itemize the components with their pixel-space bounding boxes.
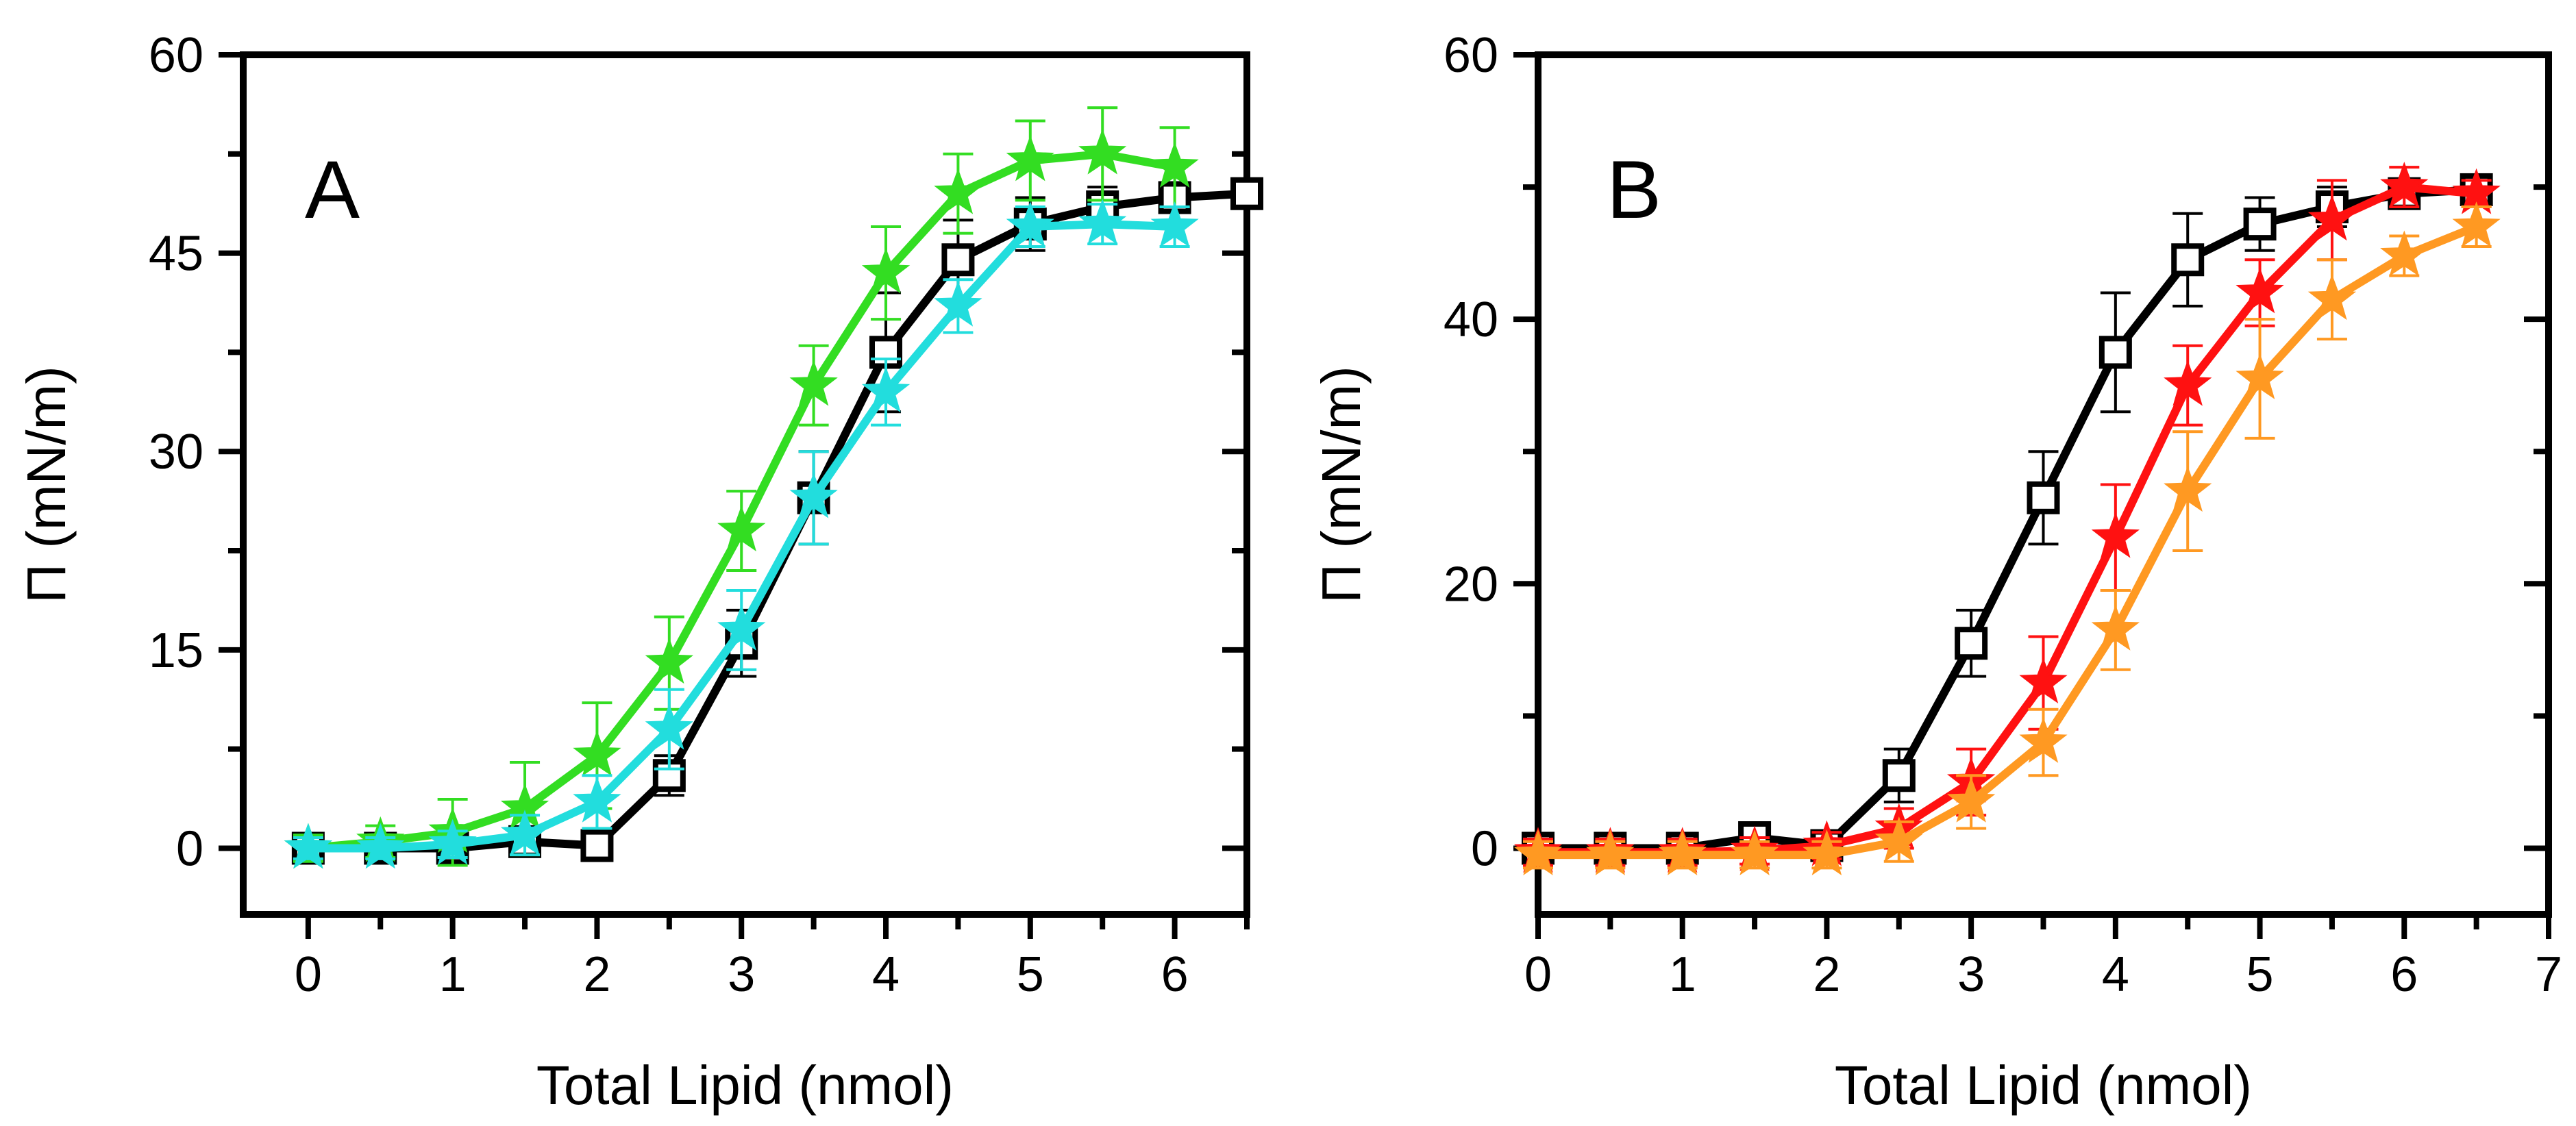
series-orange-stars: [1513, 201, 2501, 875]
y-tick-label: 60: [149, 28, 203, 83]
data-point: [645, 638, 693, 684]
panel-b-letter: B: [1607, 144, 1661, 236]
data-point: [934, 168, 982, 214]
x-tick-label: 7: [2535, 947, 2562, 1002]
data-point: [1230, 177, 1263, 210]
data-point: [2164, 466, 2212, 512]
x-tick-label: 0: [1524, 947, 1552, 1002]
data-point: [284, 823, 332, 869]
x-tick-label: 6: [1161, 947, 1189, 1002]
data-point: [1150, 201, 1199, 247]
data-point: [573, 730, 621, 777]
data-point: [2307, 274, 2357, 321]
y-tick-label: 0: [1471, 821, 1498, 876]
panel-a-frame: [240, 51, 1250, 918]
data-point: [2091, 512, 2140, 558]
x-tick-label: 6: [2390, 947, 2418, 1002]
data-point: [1955, 627, 1988, 660]
data-point: [1078, 199, 1127, 245]
data-point: [2307, 195, 2357, 241]
data-point: [2236, 353, 2284, 399]
panel-a-series: [284, 106, 1263, 869]
data-point: [1803, 829, 1851, 875]
data-point: [428, 818, 477, 865]
data-point: [789, 360, 838, 406]
data-point: [2019, 717, 2068, 763]
y-tick-label: 40: [1444, 292, 1498, 347]
data-point: [861, 366, 911, 413]
data-point: [2091, 604, 2140, 651]
data-point: [645, 703, 694, 750]
x-tick-label: 2: [1813, 947, 1840, 1002]
data-point: [1658, 829, 1707, 875]
data-point: [2452, 201, 2501, 247]
data-point: [2171, 243, 2205, 277]
data-point: [2027, 481, 2060, 514]
data-point: [2380, 230, 2429, 277]
x-tick-label: 4: [2102, 947, 2129, 1002]
y-tick-label: 60: [1444, 28, 1498, 83]
x-tick-label: 4: [872, 947, 900, 1002]
panel-a-y-axis-title: Π (mN/m): [16, 366, 77, 603]
panel-b-y-axis-title: Π (mN/m): [1311, 366, 1372, 603]
data-point: [580, 829, 614, 862]
series-line: [308, 189, 1248, 853]
series-line: [1538, 223, 2478, 860]
x-tick-label: 3: [1957, 947, 1985, 1002]
data-point: [1874, 816, 1923, 862]
y-tick-label: 45: [149, 227, 203, 282]
data-point: [1150, 142, 1199, 188]
x-tick-label: 5: [2246, 947, 2274, 1002]
y-tick-label: 20: [1444, 557, 1498, 612]
series-red-stars: [1513, 162, 2501, 873]
data-point: [717, 505, 766, 551]
data-point: [861, 247, 911, 294]
data-point: [356, 823, 405, 869]
data-point: [1078, 128, 1127, 175]
data-point: [1882, 759, 1916, 792]
panel-b: 0 1 2 3 4 5 6 7 0 20 40 60 B Total Lipid (nmol) Π (…: [1311, 28, 2562, 1116]
data-point: [1006, 135, 1054, 182]
x-tick-label: 0: [295, 947, 322, 1002]
data-point: [500, 810, 549, 856]
y-tick-label: 0: [176, 821, 203, 876]
panel-b-ticks: 0 1 2 3 4 5 6 7 0 20 40 60: [1444, 28, 2562, 1002]
data-point: [717, 604, 766, 651]
data-point: [2380, 162, 2429, 208]
y-tick-label: 15: [149, 623, 203, 678]
x-tick-label: 1: [439, 947, 467, 1002]
data-point: [1947, 776, 1996, 823]
series-cyan-stars: [284, 199, 1199, 869]
panel-b-x-axis-title: Total Lipid (nmol): [1835, 1055, 2252, 1116]
data-point: [1006, 201, 1054, 247]
x-tick-label: 5: [1017, 947, 1044, 1002]
panel-a-letter: A: [305, 144, 360, 236]
data-point: [934, 280, 982, 327]
x-tick-label: 1: [1669, 947, 1696, 1002]
data-point: [789, 472, 838, 518]
data-point: [941, 243, 975, 277]
x-tick-label: 3: [728, 947, 755, 1002]
data-point: [2098, 336, 2132, 369]
data-point: [2019, 658, 2068, 703]
panel-a-x-axis-title: Total Lipid (nmol): [536, 1055, 954, 1116]
data-point: [2243, 208, 2277, 241]
x-tick-label: 2: [583, 947, 610, 1002]
y-tick-label: 30: [149, 425, 203, 479]
data-point: [1586, 829, 1635, 875]
data-point: [1513, 829, 1563, 875]
series-black-squares: [1522, 173, 2493, 865]
data-point: [2236, 267, 2284, 314]
data-point: [573, 776, 621, 823]
data-point: [1730, 829, 1779, 875]
panel-b-series: [1513, 162, 2501, 875]
data-point: [2164, 360, 2212, 406]
series-black-squares: [291, 177, 1263, 865]
